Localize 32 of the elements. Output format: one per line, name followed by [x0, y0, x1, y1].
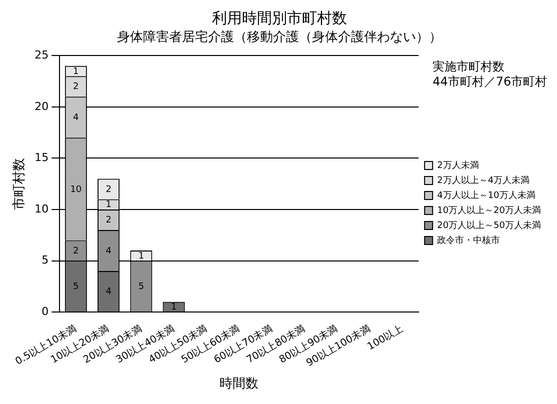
x-axis-title: 時間数 [220, 376, 259, 392]
text: 44市町村／76市町村 [432, 74, 548, 89]
y-tick-label: 25 [34, 48, 49, 62]
y-tick-label: 0 [42, 304, 49, 318]
data-label: 5 [138, 282, 144, 292]
data-label: 4 [73, 113, 80, 124]
legend-label: 20万人以上～50万人未満 [437, 220, 541, 231]
data-label: 4 [106, 246, 112, 256]
y-tick-label: 20 [34, 100, 49, 113]
data-label: 2 [106, 216, 112, 226]
data-label: 5 [73, 282, 79, 292]
legend-label: 10万人以上～20万人未満 [437, 204, 541, 216]
data-label: 1 [170, 302, 177, 313]
chart-subtitle: 身体障害者居宅介護（移動介護（身体介護伴わない）） [117, 29, 442, 46]
legend-label: 4万人以上～10万人未満 [437, 190, 536, 201]
data-label: 2 [106, 184, 112, 195]
data-label: 10 [70, 184, 82, 195]
data-label: 1 [73, 66, 79, 77]
legend-label: 政令市・中核市 [437, 234, 500, 246]
y-tick-label: 10 [34, 202, 49, 216]
chart-title: 利用時間別市町村数 [212, 8, 347, 27]
data-label: 2 [73, 246, 79, 256]
data-label: 1 [106, 200, 112, 210]
data-label: 1 [138, 252, 144, 262]
y-tick-label: 15 [34, 151, 49, 164]
text: 実施市町村数 [432, 60, 505, 74]
legend-label: 2万人以上～4万人未満 [437, 174, 530, 186]
y-tick-label: 5 [42, 254, 49, 267]
legend-label: 2万人未満 [437, 160, 479, 171]
y-axis-title: 市町村数 [12, 158, 28, 210]
data-label: 2 [73, 82, 79, 92]
data-label: 4 [106, 287, 112, 298]
